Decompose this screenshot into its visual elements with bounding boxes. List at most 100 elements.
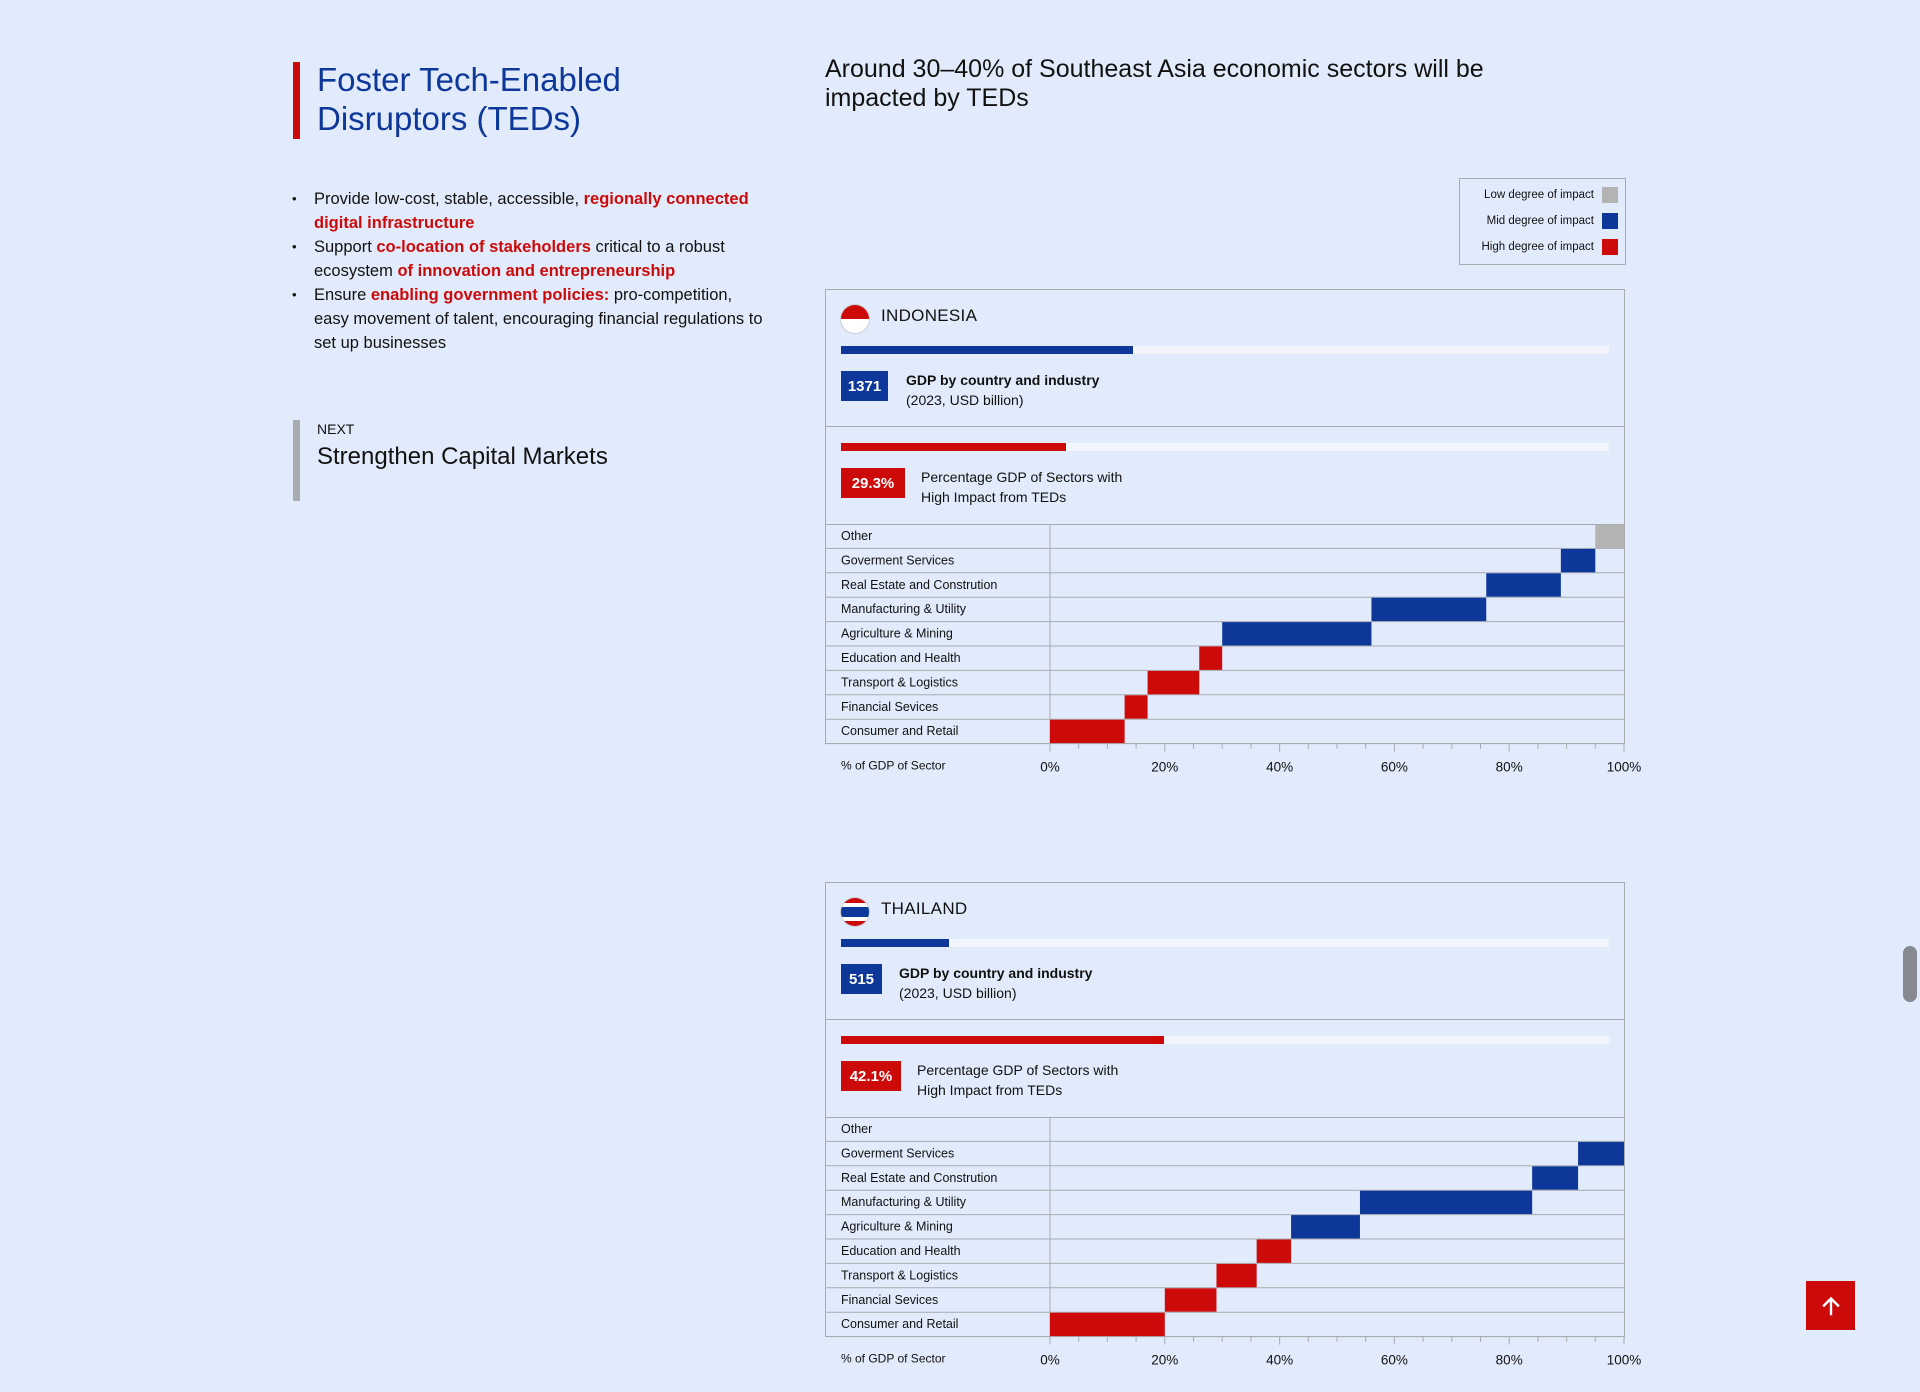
bullet-text: critical to a robust ecosystem (314, 238, 725, 280)
pct-bar-track (841, 1036, 1609, 1044)
sector-impact-chart-indonesia: Other Goverment Services Real Estate and C… (826, 524, 1642, 774)
sector-bar (1595, 524, 1624, 548)
category-label: Consumer and Retail (841, 724, 958, 738)
page-title-line-1: Foster Tech-Enabled (317, 61, 621, 98)
sector-bar (1359, 1190, 1533, 1215)
sector-bar (1222, 622, 1372, 646)
sector-bar (1532, 1166, 1579, 1190)
scrollbar-thumb[interactable] (1903, 946, 1917, 1002)
next-accent-bar (293, 420, 300, 501)
country-panel-indonesia: INDONESIA 1371 GDP by country and indust… (825, 289, 1641, 774)
legend-label: Mid degree of impact (1486, 214, 1594, 227)
category-label: Transport & Logistics (841, 1268, 958, 1282)
bullet-item: Provide low-cost, stable, accessible, re… (290, 187, 770, 235)
category-label: Consumer and Retail (841, 1317, 958, 1331)
bullet-text: pro-competition, easy movement of talent… (314, 286, 763, 352)
pct-label: Percentage GDP of Sectors with High Impac… (921, 467, 1122, 507)
next-section-link[interactable]: Strengthen Capital Markets (317, 443, 608, 470)
sector-bar (1050, 719, 1125, 744)
category-label: Other (841, 1122, 872, 1136)
bullet-text: Support (314, 238, 377, 256)
category-label: Transport & Logistics (841, 675, 958, 689)
legend-item-mid: Mid degree of impact (1487, 212, 1625, 229)
pct-bar-track (841, 443, 1609, 451)
tick-label: 0% (1040, 1353, 1060, 1367)
sector-bar (1578, 1141, 1624, 1166)
bullet-highlight: of innovation and entrepreneurship (397, 262, 676, 280)
category-label: Education and Health (841, 1244, 961, 1258)
tick-label: 60% (1381, 1353, 1408, 1367)
pct-bar-fill (841, 443, 1067, 451)
sector-bar (1050, 1312, 1165, 1337)
pct-label-line-1: Percentage GDP of Sectors with (921, 469, 1123, 485)
x-axis-label: % of GDP of Sector (841, 759, 946, 773)
tick-label: 40% (1266, 760, 1293, 774)
pct-bar-fill (841, 1036, 1165, 1044)
category-label: Other (841, 529, 872, 543)
tick-label: 60% (1381, 760, 1408, 774)
page-title-line-2: Disruptors (TEDs) (317, 100, 582, 137)
gdp-value-badge: 1371 (841, 371, 888, 401)
pct-label-line-2: High Impact from TEDs (921, 489, 1067, 505)
tick-label: 80% (1496, 1353, 1523, 1367)
gdp-label: GDP by country and industry (2023, USD bi… (899, 963, 1092, 1003)
page-title: Foster Tech-Enabled Disruptors (TEDs) (317, 60, 621, 138)
gdp-label-title: GDP by country and industry (899, 965, 1093, 981)
tick-label: 80% (1496, 760, 1523, 774)
category-label: Education and Health (841, 651, 961, 665)
legend-swatch-high (1602, 238, 1618, 255)
legend-item-high: High degree of impact (1481, 238, 1625, 255)
tick-label: 20% (1151, 760, 1178, 774)
sector-bar (1256, 1239, 1292, 1263)
bullet-item: Ensure enabling government policies: pro… (290, 283, 770, 355)
pct-label: Percentage GDP of Sectors with High Impac… (917, 1060, 1118, 1100)
pct-label-line-1: Percentage GDP of Sectors with (917, 1062, 1119, 1078)
category-label: Agriculture & Mining (841, 627, 953, 641)
category-label: Financial Sevices (841, 1293, 938, 1307)
bullet-text: Provide low-cost, stable, accessible, (314, 190, 584, 208)
impact-legend: Low degree of impact Mid degree of impac… (1459, 178, 1626, 265)
scroll-to-top-button[interactable] (1806, 1281, 1855, 1330)
divider (826, 1019, 1624, 1020)
legend-item-low: Low degree of impact (1484, 186, 1625, 203)
arrow-up-icon (1821, 1296, 1840, 1315)
gdp-label-sub: (2023, USD billion) (899, 985, 1017, 1001)
sector-bar (1291, 1215, 1360, 1239)
legend-label: High degree of impact (1481, 240, 1594, 253)
bullet-text: Ensure (314, 286, 371, 304)
pct-value-badge: 42.1% (841, 1061, 901, 1091)
category-label: Manufacturing & Utility (841, 1195, 967, 1209)
tick-label: 100% (1607, 1353, 1642, 1367)
category-label: Agriculture & Mining (841, 1220, 953, 1234)
sector-bar (1147, 670, 1200, 695)
category-label: Real Estate and Constrution (841, 1171, 997, 1185)
gdp-bar-fill (841, 939, 949, 947)
gdp-bar-track (841, 939, 1609, 947)
gdp-label-sub: (2023, USD billion) (906, 392, 1024, 408)
bullet-item: Support co-location of stakeholders crit… (290, 235, 770, 283)
indonesia-flag-icon (840, 304, 870, 334)
sector-bar (1486, 573, 1561, 597)
category-label: Manufacturing & Utility (841, 602, 967, 616)
gdp-bar-fill (841, 346, 1133, 354)
category-label: Goverment Services (841, 553, 954, 567)
tick-label: 20% (1151, 1353, 1178, 1367)
country-name: THAILAND (881, 899, 968, 918)
tick-label: 100% (1607, 760, 1642, 774)
thailand-flag-icon (840, 897, 870, 927)
bullet-highlight: regionally connected digital infrastruct… (314, 190, 749, 232)
category-label: Financial Sevices (841, 700, 938, 714)
tick-label: 0% (1040, 760, 1060, 774)
section-heading: Around 30–40% of Southeast Asia economic… (825, 55, 1484, 112)
bullet-highlight: co-location of stakeholders (376, 238, 591, 256)
sector-bar (1164, 1288, 1217, 1312)
category-label: Real Estate and Constrution (841, 578, 997, 592)
sector-bar (1371, 597, 1487, 622)
gdp-bar-track (841, 346, 1609, 354)
gdp-value-badge: 515 (841, 964, 882, 994)
legend-swatch-low (1602, 186, 1618, 203)
pct-label-line-2: High Impact from TEDs (917, 1082, 1063, 1098)
sector-bar (1199, 646, 1223, 670)
gdp-label-title: GDP by country and industry (906, 372, 1100, 388)
gdp-label: GDP by country and industry (2023, USD bi… (906, 370, 1099, 410)
